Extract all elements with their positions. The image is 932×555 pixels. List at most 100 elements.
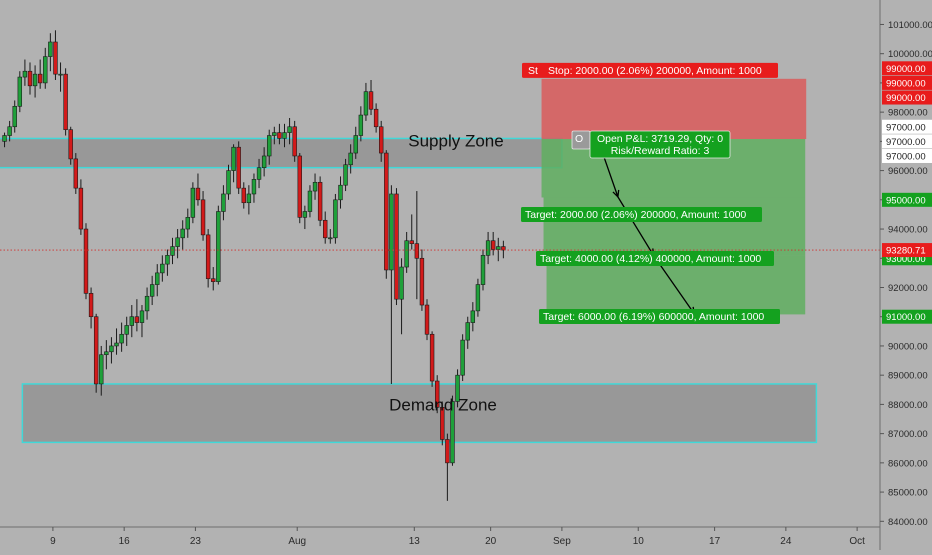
candle-body [226,170,231,195]
candle-body [302,211,308,218]
target-label-box [539,309,780,324]
candle-body [251,179,257,195]
candle-body [236,146,241,189]
candle-body [379,126,384,154]
candle-body [134,316,140,323]
candle-body [48,41,53,57]
candle-body [185,217,190,230]
candle-body [384,152,389,271]
candle-body [424,304,430,335]
trade-position[interactable] [541,78,807,315]
price-axis-tag-label: 91000.00 [886,312,926,323]
candle-body [124,325,129,335]
candle-body [450,401,455,464]
candle-body [455,374,460,402]
candle-body [221,193,226,212]
price-axis-tag [882,75,932,90]
price-axis-tag-label: 99000.00 [886,78,926,89]
zones [0,137,818,444]
candle-body [312,181,318,192]
trade-overlay: Supply Zone Demand Zone St Stop: 2000.00 (2… [389,62,780,414]
candle-body [119,333,124,344]
price-axis-tag [882,148,932,163]
candle-body [139,310,145,323]
candle-body [88,293,94,318]
y-tick-label: 94000.00 [888,225,928,236]
price-axis-tag-label: 97000.00 [886,122,926,133]
candle-body [277,132,282,139]
candle-body [73,158,79,189]
price-axis-tag [882,309,932,324]
candle-body [338,184,343,201]
time-axis[interactable]: 9 16 23 Aug 13 20 Sep 10 17 24 Oct [50,527,865,547]
x-tick-label: 9 [50,536,56,547]
candle-body [93,316,99,385]
stop-label-box [522,62,778,78]
candle-body [12,105,17,128]
pnl-line-2: Risk/Reward Ratio: 3 [611,145,710,157]
price-axis-tag [882,61,932,76]
y-tick-label: 98000.00 [888,108,928,119]
pnl-label-box [589,130,731,159]
candle-body [195,187,201,201]
x-tick-label: 17 [709,536,721,547]
candle-body [363,91,369,116]
y-tick-label: 85000.00 [888,488,928,499]
candle-body [58,73,63,76]
candle-body [399,266,404,300]
candle-body [155,272,160,285]
candle-body [43,56,48,84]
candle-body [83,228,89,294]
candle-body [267,135,272,157]
candle-body [149,284,155,297]
x-tick-label: Oct [849,536,865,547]
x-tick-label: Aug [288,536,306,547]
pnl-line-1: Open P&L: 3719.29, Qty: 0 [597,133,723,145]
candle-body [180,228,185,239]
candle-body [440,407,445,440]
candle-body [170,246,175,256]
candle-body [317,181,323,221]
price-axis-tag-label: 95000.00 [886,195,926,206]
price-axis-tag-label: 93000.00 [886,254,926,265]
zone-label: Supply Zone [408,131,503,150]
target-label-box [521,207,762,222]
candle-body [104,351,109,356]
y-tick-label: 84000.00 [888,517,928,528]
candle-body [272,132,277,136]
candle-body [53,41,58,75]
zone-box [21,383,818,444]
candle-body [109,345,114,353]
price-axis-tag-label: 97000.00 [886,151,926,162]
x-tick-label: 10 [633,536,645,547]
candle-body [470,310,476,323]
candle-body [129,316,134,326]
candle-body [485,240,491,256]
x-tick-label: 24 [780,536,792,547]
candle-body [63,73,68,130]
candle-body [434,380,440,408]
candle-body [200,199,206,236]
target-label-text: Target: 4000.00 (4.12%) 400000, Amount: … [540,253,761,265]
candle-body [389,193,394,271]
y-tick-label: 90000.00 [888,341,928,352]
candle-body [394,193,399,300]
trade-path-segment [617,196,655,256]
x-tick-label: 20 [485,536,497,547]
candle-body [404,240,409,268]
candle-body [190,187,196,218]
y-tick-label: 86000.00 [888,458,928,469]
candle-body [287,126,292,133]
candle-body [343,164,348,186]
stop-label-prefix: St [528,65,538,77]
candle-body [22,70,28,78]
target-label-box [536,251,774,266]
candle-body [2,135,7,142]
candle-body [7,126,12,136]
price-axis-tag [882,119,932,134]
candle-body [231,146,236,171]
candle-body [211,278,216,282]
